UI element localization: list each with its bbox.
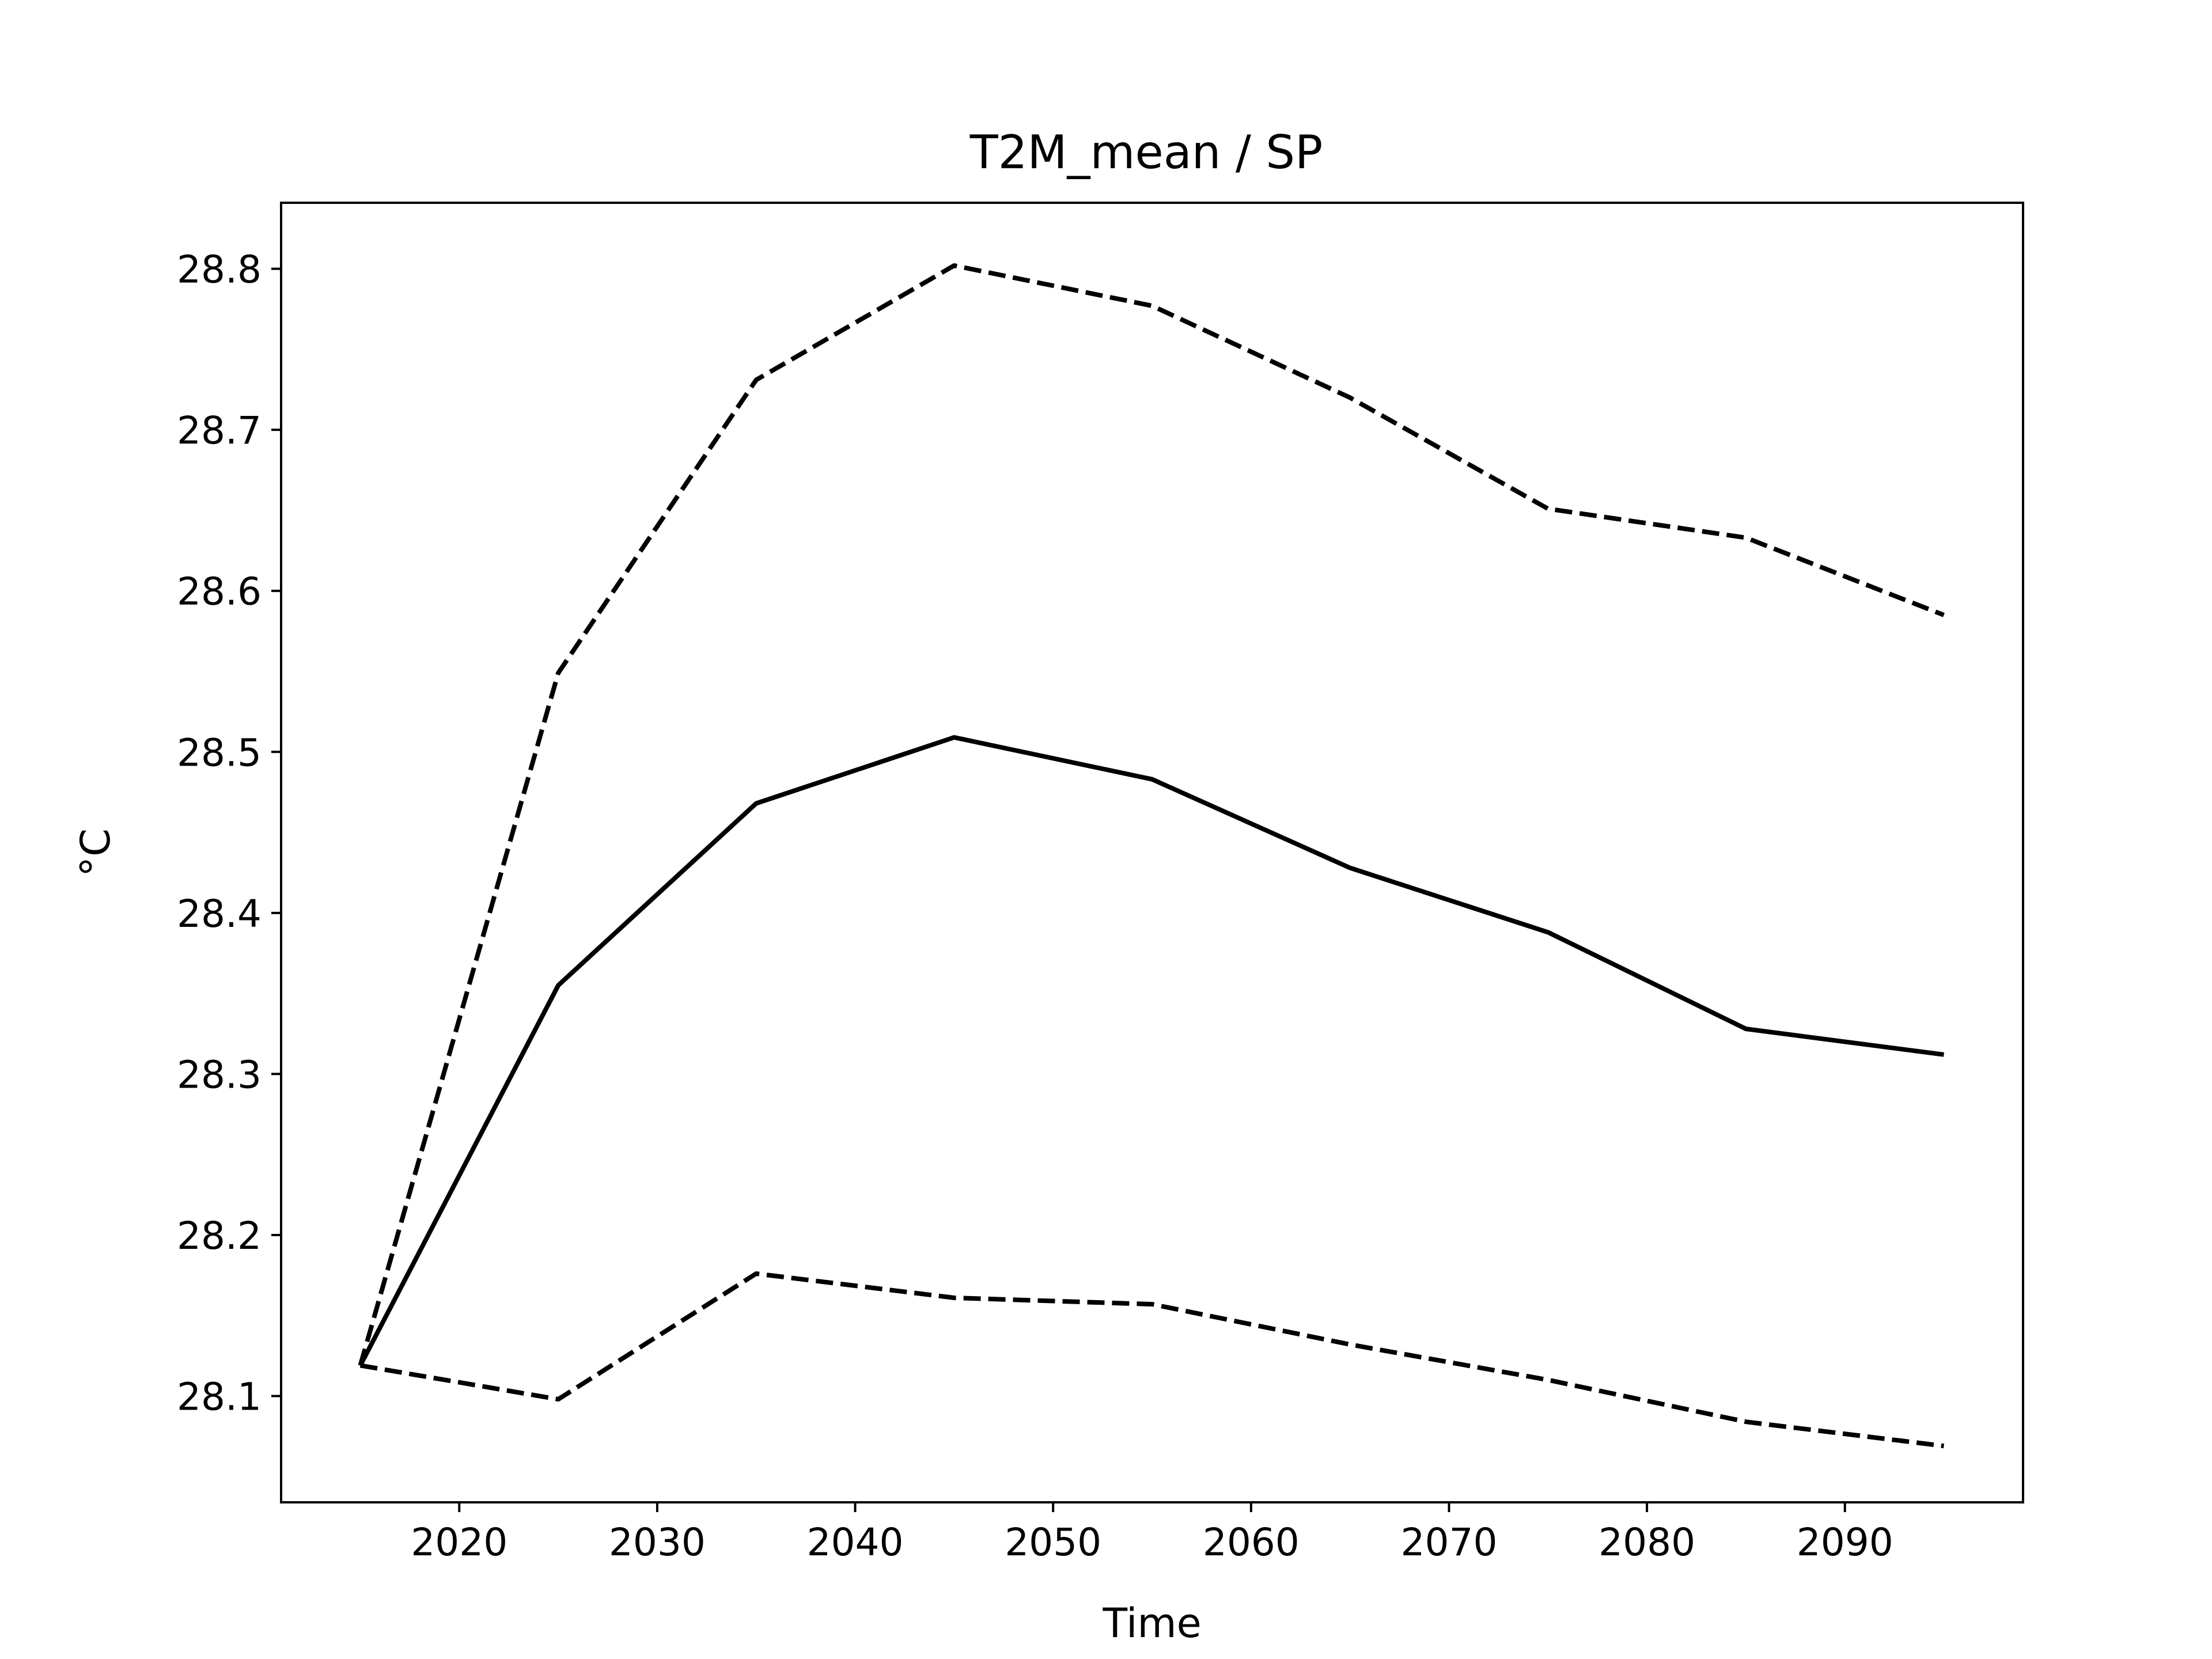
dashed-series-line-2 [359, 1271, 1944, 1449]
x-axis: 2020 2030 2040 2050 2060 2070 2080 2090 [411, 1502, 1893, 1565]
y-tick-label: 28.5 [177, 730, 262, 775]
y-axis: 28.1 28.2 28.3 28.4 28.5 28.6 28.7 28.8 [177, 248, 281, 1419]
y-tick-label: 28.1 [177, 1374, 262, 1419]
x-axis-label: Time [1102, 1600, 1201, 1647]
y-axis-label: °C [72, 828, 119, 877]
x-tick-label: 2020 [411, 1520, 507, 1565]
chart-title: T2M_mean / SP [969, 126, 1323, 179]
x-tick-label: 2030 [609, 1520, 706, 1565]
x-tick-label: 2040 [807, 1520, 904, 1565]
y-tick-label: 28.3 [177, 1052, 262, 1097]
x-tick-label: 2080 [1599, 1520, 1695, 1565]
y-tick-label: 28.8 [177, 248, 262, 292]
y-tick-label: 28.4 [177, 892, 262, 936]
x-tick-label: 2060 [1203, 1520, 1300, 1565]
plot-frame [280, 202, 2024, 1503]
dashed-series-line-1 [358, 263, 1945, 1366]
y-tick-label: 28.7 [177, 408, 262, 453]
x-tick-label: 2050 [1005, 1520, 1101, 1565]
y-tick-label: 28.2 [177, 1214, 262, 1258]
solid-series-line-0 [358, 735, 1945, 1367]
series-layer [358, 263, 1945, 1449]
x-tick-label: 2070 [1400, 1520, 1497, 1565]
x-tick-label: 2090 [1797, 1520, 1893, 1565]
y-tick-label: 28.6 [177, 570, 262, 614]
